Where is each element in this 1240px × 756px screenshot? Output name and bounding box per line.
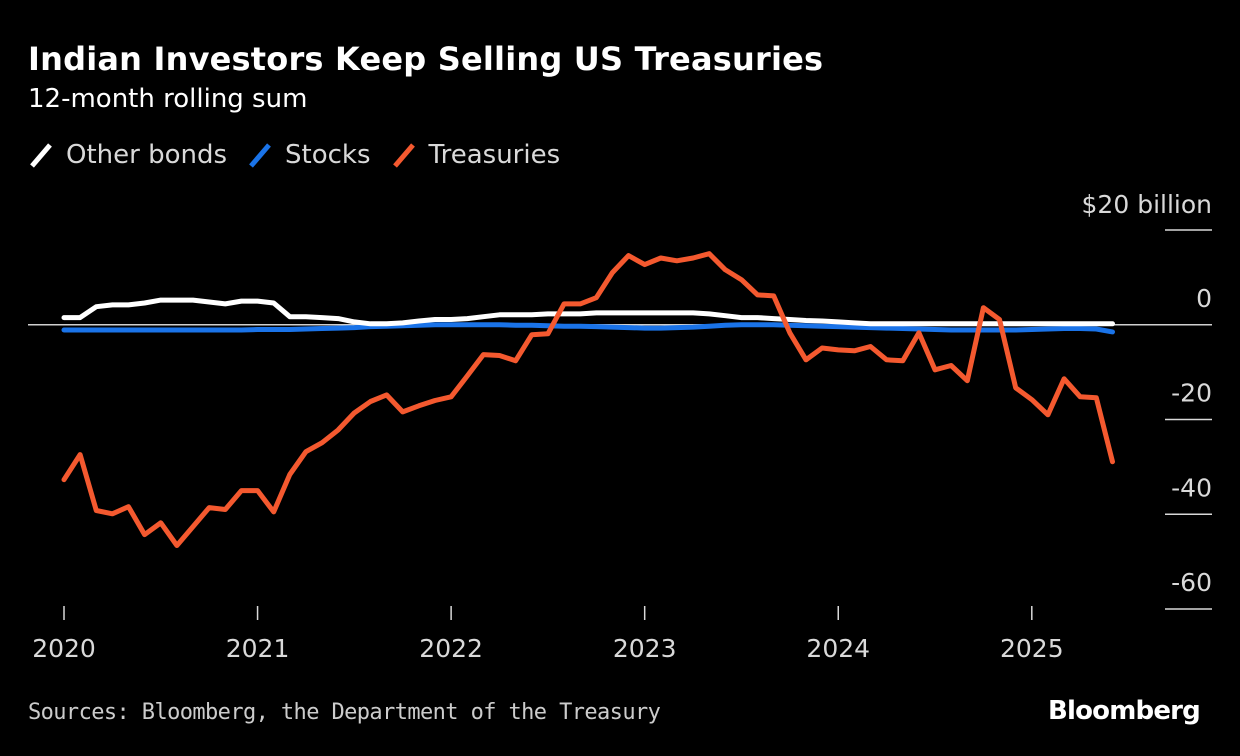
y-tick-label: -20 xyxy=(1171,379,1212,408)
x-axis: 2020 2021 2022 2023 2024 2025 xyxy=(32,606,1064,663)
y-tick-label: -60 xyxy=(1171,568,1212,597)
x-tick-label: 2021 xyxy=(226,634,290,663)
legend: Other bonds Stocks Treasuries xyxy=(28,140,580,170)
series-line-other-bonds xyxy=(61,297,1115,327)
slash-line-icon xyxy=(392,143,415,168)
legend-item-treasuries[interactable]: Treasuries xyxy=(391,140,561,170)
y-axis: $20 billion 0 -20 -40 -60 xyxy=(1082,190,1212,610)
legend-label: Other bonds xyxy=(66,140,228,170)
x-tick-label: 2024 xyxy=(806,634,870,663)
y-tick-label: $20 billion xyxy=(1082,190,1212,219)
x-tick-label: 2020 xyxy=(32,634,96,663)
legend-item-other-bonds[interactable]: Other bonds xyxy=(28,140,227,170)
y-tick-label: -40 xyxy=(1171,473,1212,502)
slash-line-icon xyxy=(30,143,52,168)
x-tick-label: 2023 xyxy=(613,634,677,663)
legend-label: Treasuries xyxy=(428,140,561,170)
y-tick-label: 0 xyxy=(1196,284,1212,313)
x-tick-label: 2025 xyxy=(1000,634,1064,663)
chart-title: Indian Investors Keep Selling US Treasur… xyxy=(28,40,824,78)
source-note: Sources: Bloomberg, the Department of th… xyxy=(28,700,661,725)
legend-item-stocks[interactable]: Stocks xyxy=(247,140,371,170)
slash-line-icon xyxy=(249,143,271,168)
x-tick-label: 2022 xyxy=(419,634,483,663)
series-line-stocks xyxy=(61,322,1115,335)
bloomberg-logo: Bloomberg xyxy=(1047,696,1201,726)
chart-subtitle: 12-month rolling sum xyxy=(28,84,308,114)
series-line-treasuries xyxy=(61,251,1115,548)
series-layer xyxy=(61,251,1115,548)
legend-label: Stocks xyxy=(285,140,371,170)
